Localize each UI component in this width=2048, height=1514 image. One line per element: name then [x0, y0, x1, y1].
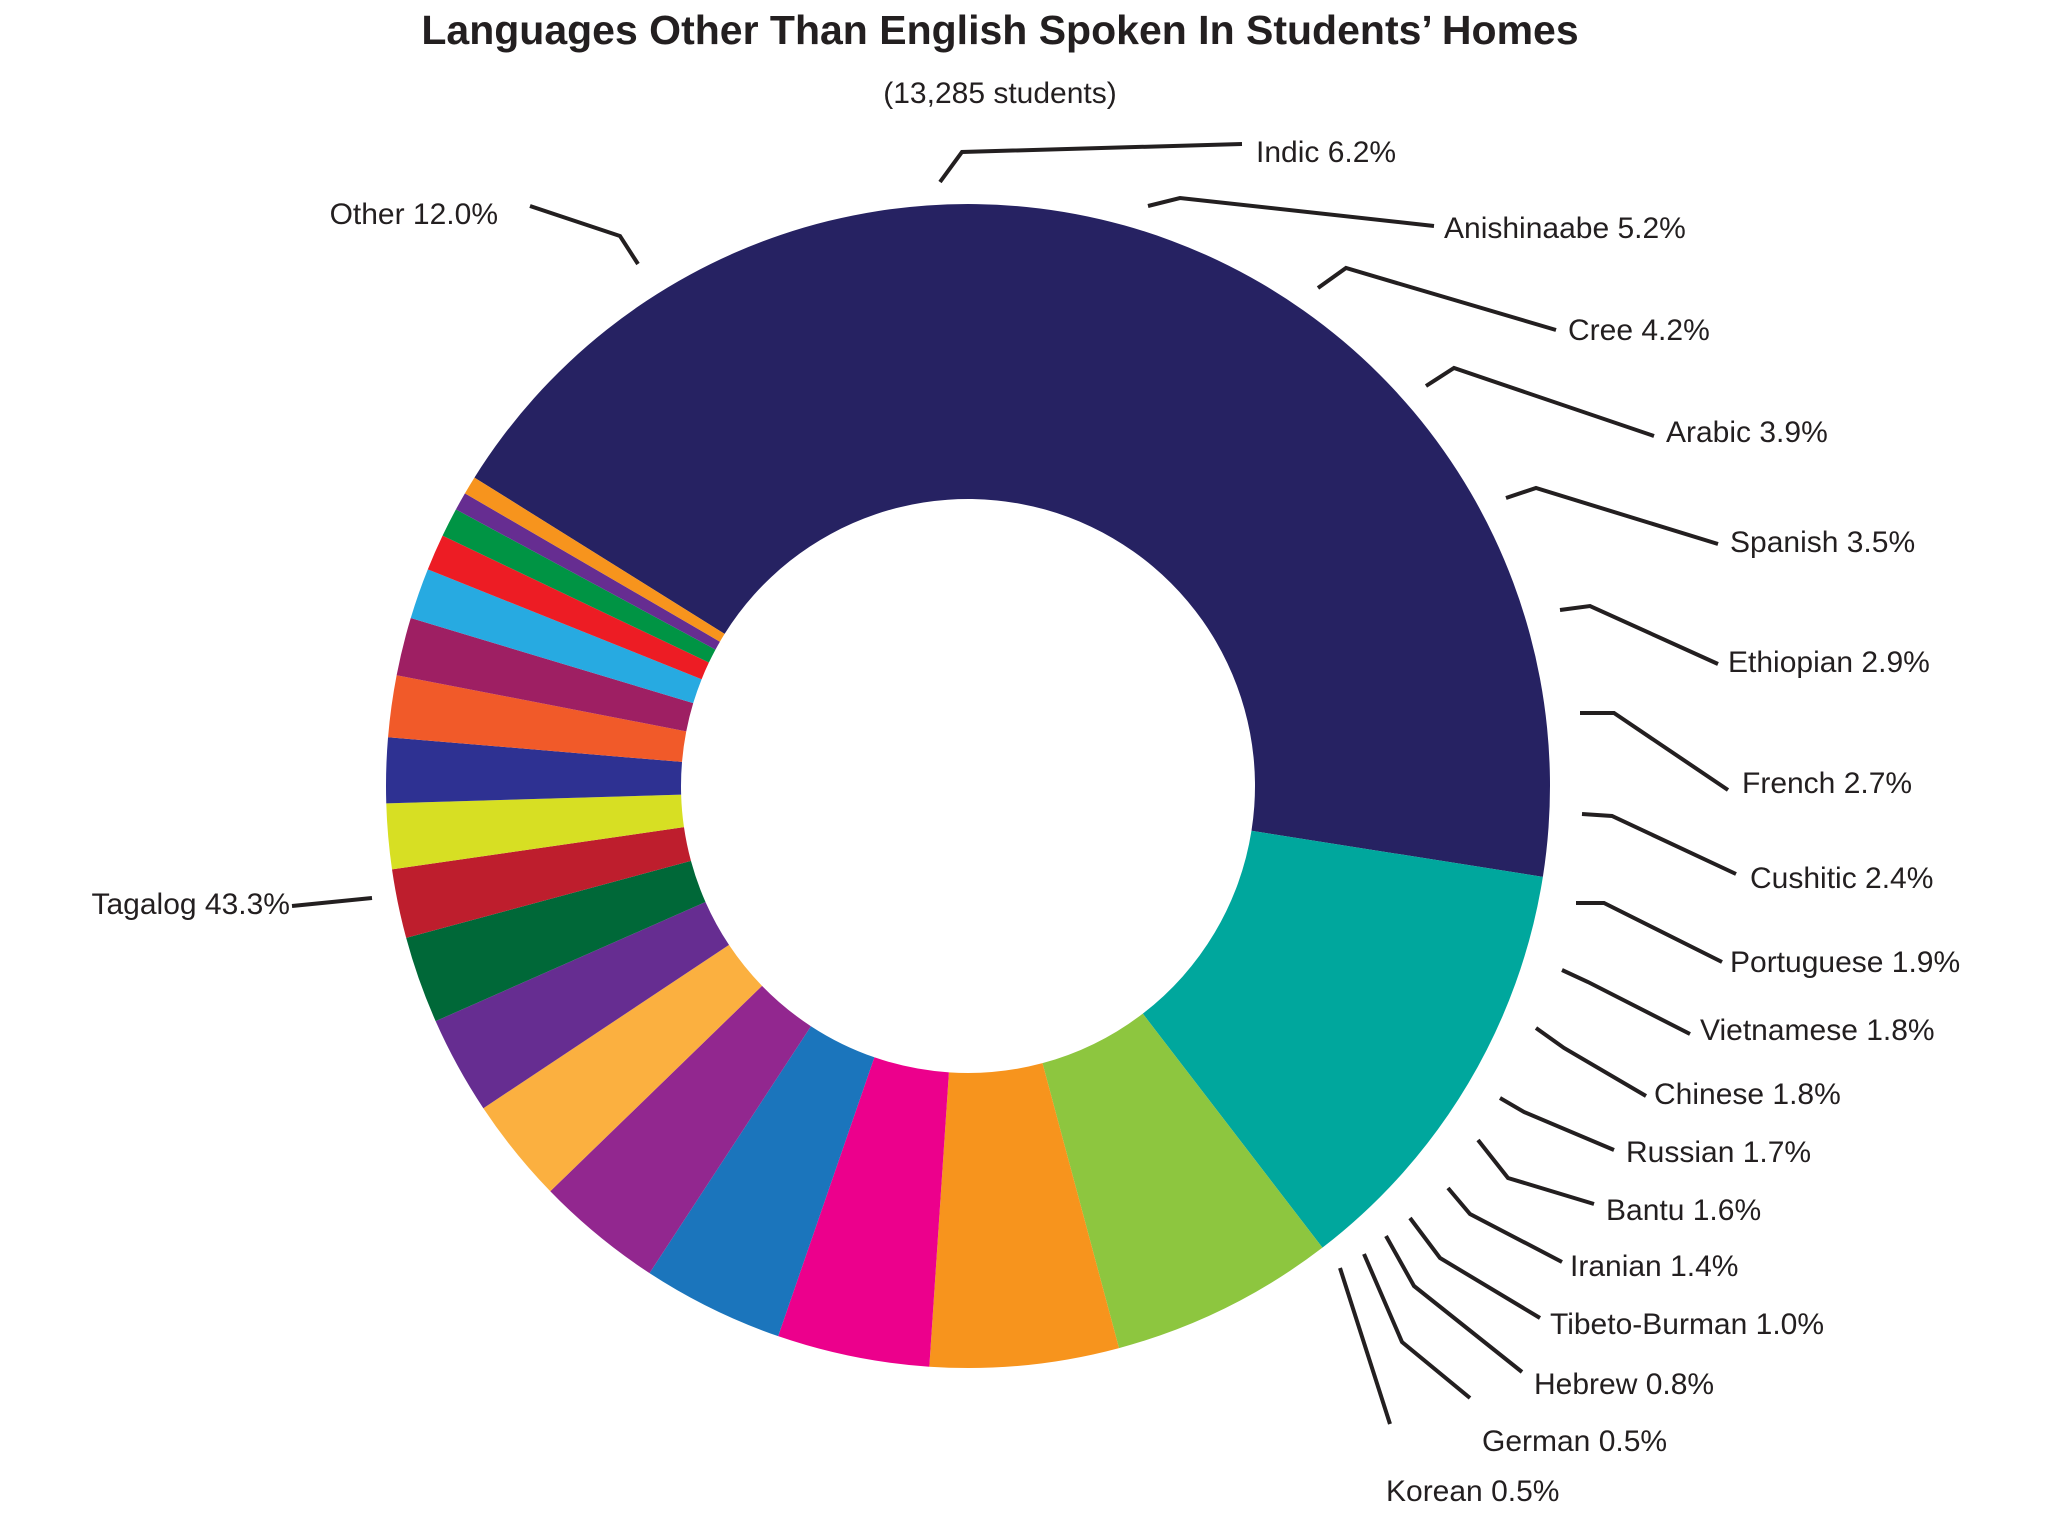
chart-subtitle: (13,285 students) [883, 77, 1116, 110]
leader-line-anishinaabe [1147, 195, 1435, 228]
slice-russian [388, 675, 687, 762]
slice-portuguese [392, 827, 691, 938]
leader-line-tagalog [291, 896, 373, 908]
slice-ethiopian [483, 944, 763, 1192]
leader-line-cushitic [1581, 812, 1737, 876]
label-ethiopian: Ethiopian 2.9% [1728, 646, 1930, 679]
slice-indic [1042, 1013, 1323, 1349]
slice-anishinaabe [929, 1063, 1120, 1368]
chart-title: Languages Other Than English Spoken In S… [421, 7, 1578, 53]
slice-iranian [410, 569, 702, 704]
label-spanish: Spanish 3.5% [1730, 526, 1915, 559]
leader-line-arabic [1424, 365, 1655, 438]
label-korean: Korean 0.5% [1386, 1475, 1559, 1508]
slice-arabic [649, 1026, 875, 1337]
label-tagalog: Tagalog 43.3% [92, 888, 291, 921]
leader-line-cree [1316, 265, 1557, 332]
leader-line-korean [1338, 1267, 1392, 1425]
label-indic: Indic 6.2% [1256, 136, 1396, 169]
slice-other [1142, 830, 1543, 1248]
label-cree: Cree 4.2% [1568, 314, 1710, 347]
slice-vietnamese [386, 794, 684, 870]
leader-line-spanish [1505, 485, 1719, 546]
label-portuguese: Portuguese 1.9% [1730, 946, 1960, 979]
leader-line-chinese [1534, 1026, 1648, 1098]
leader-line-russian [1498, 1096, 1615, 1152]
label-other: Other 12.0% [330, 198, 498, 231]
leader-line-german [1362, 1253, 1472, 1400]
label-arabic: Arabic 3.9% [1666, 416, 1828, 449]
label-hebrew: Hebrew 0.8% [1534, 1368, 1714, 1401]
slice-chinese [386, 737, 683, 804]
slice-cree [778, 1057, 949, 1367]
slice-tagalog [474, 204, 1550, 877]
slice-cushitic [406, 860, 706, 1022]
label-french: French 2.7% [1742, 767, 1912, 800]
leader-line-french [1580, 711, 1730, 792]
leader-line-portuguese [1576, 901, 1723, 964]
slice-bantu [396, 618, 694, 732]
slice-labels: Tagalog 43.3% Other 12.0% Indic 6.2% Anishi… [92, 136, 1961, 1508]
leader-line-iranian [1446, 1186, 1563, 1264]
leader-line-bantu [1476, 1138, 1595, 1206]
label-anishinaabe: Anishinaabe 5.2% [1444, 212, 1686, 245]
leader-line-vietnamese [1561, 968, 1691, 1036]
label-cushitic: Cushitic 2.4% [1750, 862, 1933, 895]
leader-line-tibeto-burman [1408, 1216, 1542, 1320]
pie-slices [386, 204, 1550, 1368]
label-vietnamese: Vietnamese 1.8% [1700, 1014, 1935, 1047]
label-german: German 0.5% [1482, 1425, 1667, 1458]
label-russian: Russian 1.7% [1626, 1136, 1811, 1169]
leader-line-ethiopian [1559, 603, 1719, 666]
leader-line-other [529, 204, 640, 266]
label-chinese: Chinese 1.8% [1654, 1078, 1841, 1111]
slice-german [455, 493, 720, 650]
slice-tibeto-burman [427, 535, 709, 680]
leader-line-indic [938, 142, 1243, 184]
slice-spanish [550, 985, 811, 1274]
slice-hebrew [442, 509, 716, 663]
label-bantu: Bantu 1.6% [1606, 1194, 1761, 1227]
leader-line-hebrew [1384, 1235, 1524, 1374]
label-iranian: Iranian 1.4% [1570, 1250, 1738, 1283]
label-tibeto-burman: Tibeto-Burman 1.0% [1550, 1308, 1824, 1341]
leader-lines [291, 142, 1737, 1425]
slice-french [435, 901, 730, 1109]
slice-korean [464, 477, 725, 642]
